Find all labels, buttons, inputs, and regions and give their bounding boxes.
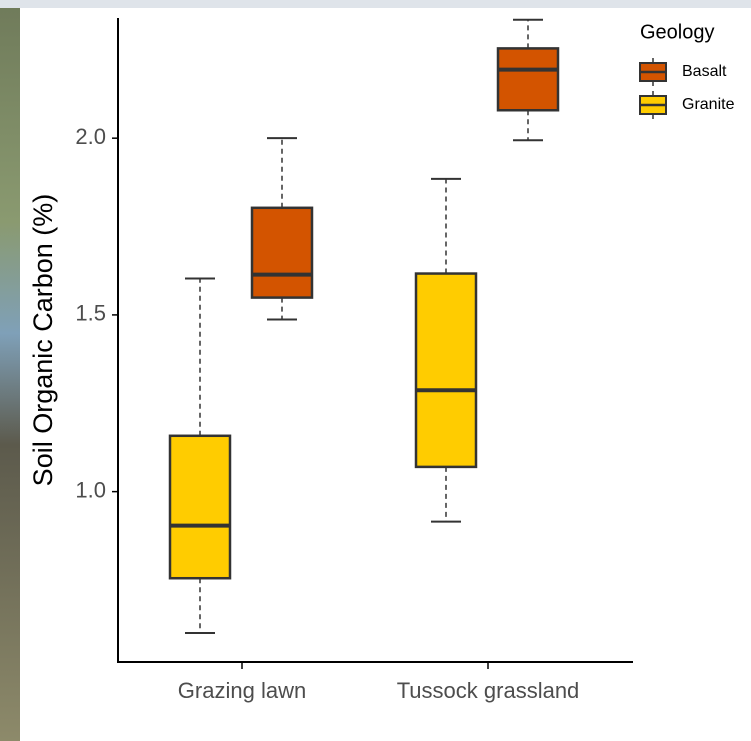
x-tick-label: Tussock grassland (397, 678, 580, 703)
legend-title: Geology (640, 21, 715, 43)
box (250, 206, 314, 299)
y-axis-label: Soil Organic Carbon (%) (28, 194, 58, 487)
box (168, 434, 232, 580)
box (414, 272, 478, 469)
x-tick-label: Grazing lawn (178, 678, 306, 703)
legend-label: Basalt (682, 63, 727, 80)
box (496, 47, 560, 112)
plot-panel (20, 8, 751, 741)
y-tick-label: 2.0 (75, 124, 106, 149)
y-tick-label: 1.5 (75, 301, 106, 326)
legend-label: Granite (682, 96, 735, 113)
top-strip (0, 0, 751, 8)
y-tick-label: 1.0 (75, 477, 106, 502)
